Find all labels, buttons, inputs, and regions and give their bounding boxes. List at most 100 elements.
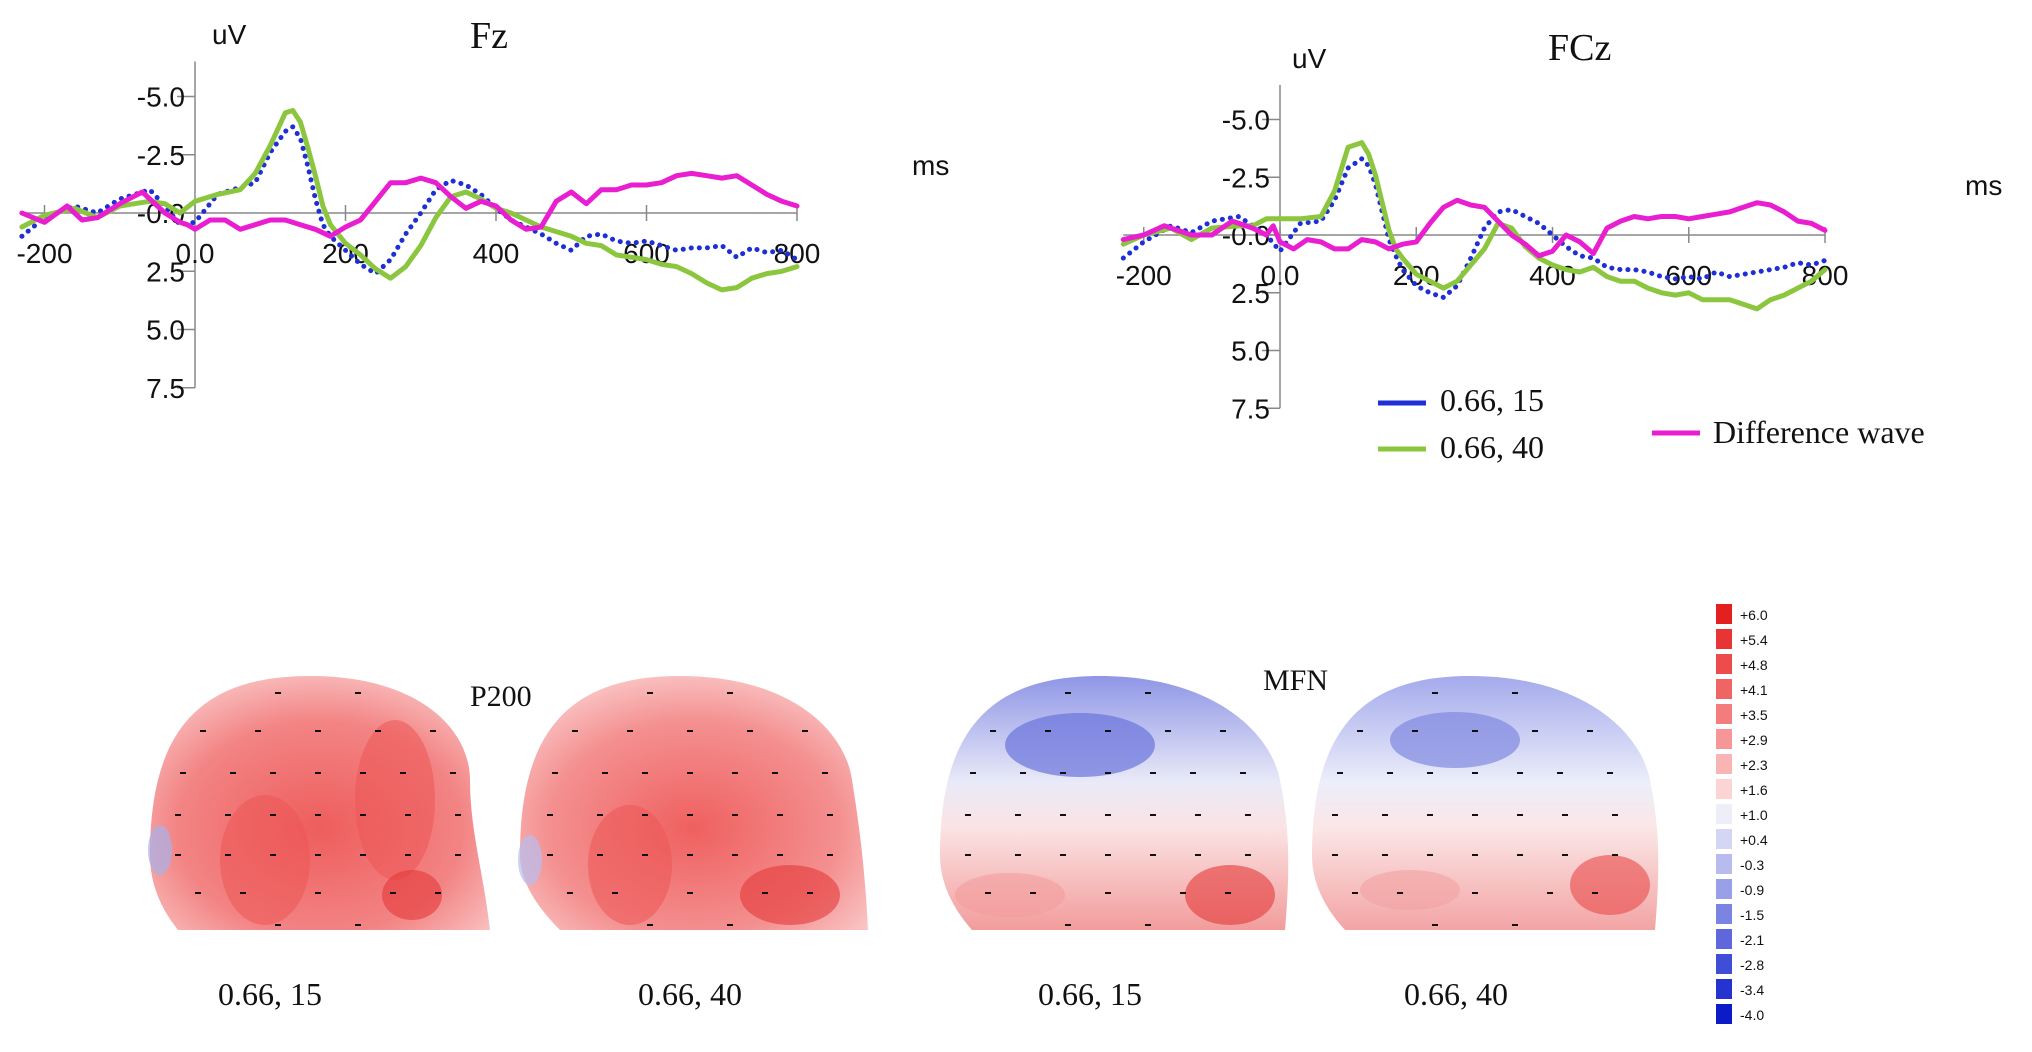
electrode-marker (1357, 730, 1363, 732)
electrode-marker (1245, 814, 1251, 816)
topomap-caption-1: 0.66, 15 (218, 976, 322, 1012)
colorbar-label: +2.3 (1740, 757, 1768, 773)
y-axis-label: uV (1292, 43, 1327, 74)
colorbar-swatch (1716, 654, 1732, 674)
group-label-mfn: MFN (1263, 664, 1328, 697)
series-0-66-40 (19, 108, 800, 293)
colorbar-label: -0.3 (1740, 857, 1764, 873)
electrode-marker (1105, 892, 1111, 894)
x-tick-label: -200 (16, 238, 72, 269)
electrode-marker (355, 924, 361, 926)
electrode-marker (1165, 730, 1171, 732)
colorbar-swatch (1716, 854, 1732, 874)
electrode-marker (1105, 730, 1111, 732)
electrode-marker (597, 814, 603, 816)
electrode-marker (772, 772, 778, 774)
colorbar-swatch (1716, 929, 1732, 949)
electrode-marker (1337, 772, 1343, 774)
topomap-p200-0-66-40 (518, 676, 868, 930)
electrode-marker (455, 814, 461, 816)
erp-chart-fcz: -200 0.0 200 400 600 800 -5.0-2.5-0.02.55.07.… (1116, 27, 2003, 424)
electrode-marker (687, 892, 693, 894)
electrode-marker (175, 854, 181, 856)
electrode-marker (1517, 854, 1523, 856)
topomaps: P200 MFN (148, 664, 1659, 1012)
electrode-marker (1105, 814, 1111, 816)
electrode-marker (1150, 854, 1156, 856)
electrode-marker (597, 854, 603, 856)
legend-item-0: 0.66, 15 (1378, 382, 1544, 418)
series-difference-wave (1120, 197, 1828, 259)
series-0-66-15 (19, 124, 800, 277)
electrode-marker (687, 730, 693, 732)
colorbar-swatch (1716, 979, 1732, 999)
electrode-marker (375, 730, 381, 732)
chart-title: FCz (1548, 27, 1611, 69)
colorbar-label: -3.4 (1740, 982, 1764, 998)
electrode-marker (1240, 772, 1246, 774)
electrode-marker (762, 892, 768, 894)
electrode-marker (572, 730, 578, 732)
electrode-marker (1517, 814, 1523, 816)
electrode-marker (567, 892, 573, 894)
electrode-marker (647, 924, 653, 926)
topomap-mfn-0-66-40 (1312, 676, 1659, 930)
erp-chart-fz: -200 0.0 200 400 600 800 -5.0-2.5-0.02.55.07.… (16, 15, 949, 404)
electrode-marker (965, 854, 971, 856)
electrode-marker (647, 692, 653, 694)
topomap-caption-2: 0.66, 40 (638, 976, 742, 1012)
y-tick-label: 7.5 (1231, 393, 1270, 424)
electrode-marker (275, 924, 281, 926)
electrode-marker (180, 772, 186, 774)
electrode-marker (547, 814, 553, 816)
electrode-marker (1432, 924, 1438, 926)
x-tick-label: 400 (473, 238, 520, 269)
colorbar-swatch (1716, 904, 1732, 924)
electrode-marker (747, 730, 753, 732)
electrode-marker (727, 924, 733, 926)
x-tick-label: -200 (1116, 260, 1172, 291)
colorbar-label: +1.6 (1740, 782, 1768, 798)
electrode-marker (1150, 772, 1156, 774)
electrode-marker (802, 730, 808, 732)
colorbar-label: +5.4 (1740, 632, 1768, 648)
colorbar-label: -1.5 (1740, 907, 1764, 923)
electrode-marker (240, 892, 246, 894)
electrode-marker (355, 692, 361, 694)
x-tick-label: 0.0 (1261, 260, 1300, 291)
electrode-marker (1065, 924, 1071, 926)
y-tick-label: -5.0 (137, 82, 185, 113)
electrode-marker (270, 814, 276, 816)
electrode-marker (1220, 730, 1226, 732)
electrode-marker (315, 854, 321, 856)
chart-title: Fz (470, 15, 508, 57)
colorbar-label: +3.5 (1740, 707, 1768, 723)
electrode-marker (970, 772, 976, 774)
colorbar-swatch (1716, 679, 1732, 699)
x-tick-label: 0.0 (176, 238, 215, 269)
electrode-marker (732, 814, 738, 816)
electrode-marker (270, 772, 276, 774)
electrode-marker (1065, 692, 1071, 694)
electrode-marker (1060, 854, 1066, 856)
colorbar-label: +4.8 (1740, 657, 1768, 673)
electrode-marker (642, 814, 648, 816)
electrode-marker (390, 892, 396, 894)
electrode-marker (807, 892, 813, 894)
x-axis-label: ms (912, 150, 949, 181)
electrode-marker (1562, 814, 1568, 816)
electrode-marker (547, 854, 553, 856)
electrode-marker (827, 854, 833, 856)
electrode-marker (965, 814, 971, 816)
electrode-marker (1412, 730, 1418, 732)
electrode-marker (1472, 814, 1478, 816)
electrode-marker (195, 892, 201, 894)
electrode-marker (732, 772, 738, 774)
electrode-marker (1532, 730, 1538, 732)
electrode-marker (1517, 772, 1523, 774)
electrode-marker (1547, 892, 1553, 894)
electrode-marker (1612, 814, 1618, 816)
legend-label: Difference wave (1713, 414, 1925, 450)
electrode-marker (1592, 892, 1598, 894)
electrode-marker (1562, 854, 1568, 856)
